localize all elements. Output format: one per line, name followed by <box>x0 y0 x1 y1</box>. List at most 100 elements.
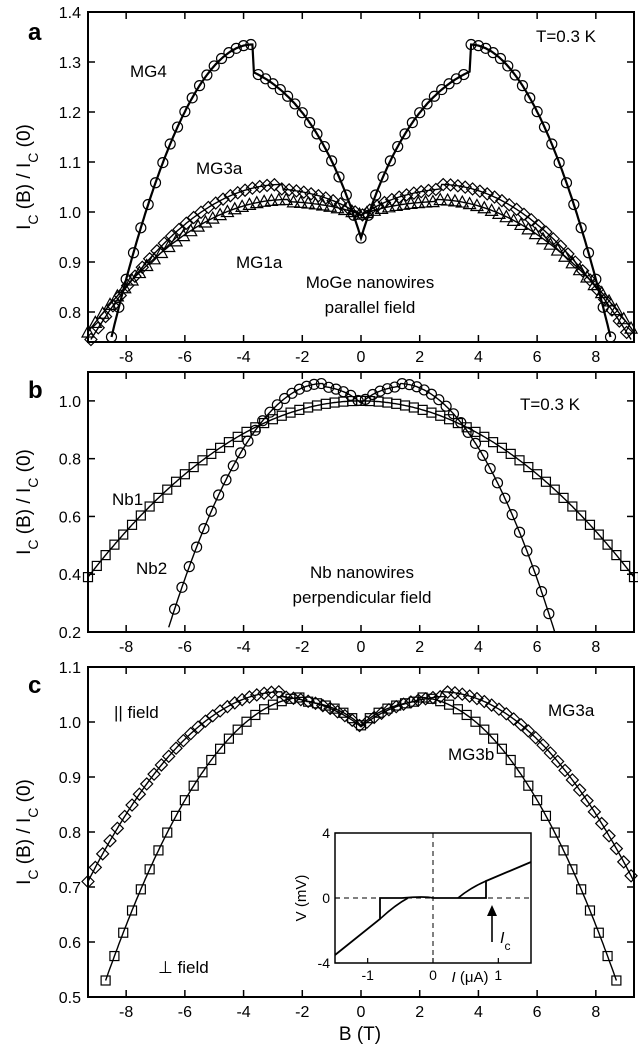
panel-b-xtick-label: 4 <box>474 639 483 656</box>
panel-c-point-mg3a <box>308 696 323 711</box>
panel-a-point-mg3a <box>406 186 421 200</box>
inset-ylabel: V (mV) <box>293 875 310 922</box>
panel-b-point-nb2 <box>264 406 276 418</box>
inset-xtick-label: -1 <box>361 967 374 983</box>
panel-a-point-mg4 <box>502 60 514 72</box>
panel-b-point-nb2 <box>220 474 232 486</box>
panel-c-point-mg3b <box>250 709 261 721</box>
panel-a-point-mg4 <box>193 80 206 92</box>
inset-iv-curve <box>334 861 532 956</box>
panel-a-point-mg4 <box>531 106 543 118</box>
inset-arrow-label: Ic <box>500 930 510 953</box>
panel-c-xtick-label: -4 <box>236 1004 250 1021</box>
panel-b-point-nb1 <box>567 501 578 512</box>
panel-b-point-nb2 <box>374 385 386 397</box>
panel-a-point-mg3a <box>245 181 260 196</box>
panel-a-point-mg1a <box>308 196 323 210</box>
panel-c-point-mg3a <box>264 685 279 700</box>
panel-c-point-mg3b <box>347 713 358 724</box>
panel-b-point-nb2 <box>308 378 320 390</box>
panel-a-point-mg4 <box>604 331 617 343</box>
panel-b-xtick-label: -2 <box>295 639 309 656</box>
panel-c-point-mg3b <box>514 767 525 778</box>
panel-a-ytick-label: 1.1 <box>59 155 81 172</box>
panel-b-xtick-label: 2 <box>415 639 424 656</box>
panel-a-point-mg3a <box>179 216 194 231</box>
panel-c-point-mg3a <box>609 841 624 856</box>
panel-c-point-mg3b <box>179 795 190 806</box>
panel-c-point-mg3b <box>593 927 604 938</box>
panel-a-point-mg1a <box>125 272 140 286</box>
panel-a-point-mg1a <box>286 194 301 208</box>
panel-a-point-mg1a <box>147 251 162 265</box>
panel-c-label-mg3a: MG3a <box>548 701 595 720</box>
panel-c-point-mg3a <box>594 816 609 831</box>
panel-b-point-nb2 <box>477 449 489 461</box>
panel-a-point-mg4 <box>304 117 316 129</box>
panel-a-point-mg3a <box>172 222 186 237</box>
panel-b-point-nb1 <box>223 437 235 448</box>
panel-a-point-mg4 <box>237 40 250 52</box>
inset-xlabel-unit: (μA) <box>456 969 489 986</box>
panel-a-point-mg1a <box>183 223 198 237</box>
panel-c-point-mg3a <box>558 763 572 778</box>
panel-b-point-nb2 <box>345 389 357 401</box>
panel-a-ytick-label: 1.2 <box>59 105 81 122</box>
inset-ytick-label: -4 <box>318 955 331 971</box>
panel-c-point-mg3a <box>587 804 602 819</box>
panel-c-ylabel-mid: (B) / I <box>14 818 35 870</box>
panel-c-point-mg3b <box>109 950 120 962</box>
panel-c-point-mg3b <box>452 704 463 715</box>
panel-b-point-nb2 <box>389 381 401 393</box>
panel-c-point-mg3b <box>144 864 155 875</box>
panel-b-point-nb1 <box>523 461 534 473</box>
inset-arrow-label-i: I <box>500 930 505 947</box>
panel-b-point-nb2 <box>257 415 269 427</box>
panel-c-ylabel: IC (B) / IC (0) <box>14 779 41 885</box>
panel-a-point-mg1a <box>477 200 492 214</box>
inset-ytick-label: 0 <box>322 890 330 906</box>
panel-b-point-nb2 <box>337 386 349 398</box>
panel-b-point-nb2 <box>249 424 261 436</box>
panel-a-point-mg1a <box>594 285 609 299</box>
panel-a-point-mg1a <box>139 258 154 272</box>
panel-a-xtick-label: 4 <box>474 349 483 366</box>
panel-c-ylabel-i: I <box>14 880 35 885</box>
panel-a-point-mg4 <box>406 117 418 129</box>
panel-c-ytick-label: 0.9 <box>59 770 81 787</box>
panel-b-point-nb1 <box>179 469 190 480</box>
panel-a-point-mg4 <box>179 106 191 118</box>
panel-c-point-mg3b <box>118 927 129 938</box>
panel-c-point-mg3a <box>455 687 470 702</box>
panel-a-point-mg3a <box>333 197 348 211</box>
inset-xticks: -1 0 1 <box>361 958 502 983</box>
panel-a-point-mg3a <box>502 197 517 212</box>
panel-c-ylabel-sub2: C <box>25 808 41 818</box>
panel-c-point-mg3b <box>611 975 622 986</box>
panel-c-ytick-label: 0.8 <box>59 825 81 842</box>
panel-c-point-mg3a <box>81 874 95 889</box>
panel-c-point-mg3a <box>602 828 616 843</box>
panel-b-point-nb2 <box>462 426 474 438</box>
panel-c-yticks: 0.5 0.6 0.7 0.8 0.9 1.0 1.1 <box>59 660 634 1007</box>
panel-b-xtick-label: 8 <box>591 639 600 656</box>
panel-a-point-mg3a <box>473 184 487 199</box>
panel-b-ytick-label: 0.2 <box>59 625 81 642</box>
panel-c-point-mg3b <box>338 707 349 718</box>
panel-c: c -8 -6 -4 -2 0 2 4 6 8 0.50.60.70.80.91.01.1 IC… <box>14 660 638 1045</box>
panel-c-xtick-label: -2 <box>295 1004 309 1021</box>
panel-a-point-mg1a <box>418 194 433 208</box>
panel-a-series <box>80 38 638 347</box>
panel-a-point-mg1a <box>506 213 521 226</box>
panel-c-point-mg3a <box>404 695 418 709</box>
panel-a-point-mg3a <box>106 298 120 313</box>
panel-b-point-nb1 <box>584 519 596 530</box>
panel-c-label-parallel: || field <box>114 703 159 722</box>
panel-a-xtick-label: -2 <box>295 349 309 366</box>
panel-c-point-mg3b <box>584 905 596 916</box>
panel-a-point-mg1a <box>88 315 103 329</box>
panel-c-point-mg3a <box>484 698 499 712</box>
panel-b-ytick-label: 1.0 <box>59 394 81 411</box>
panel-c-point-mg3a <box>499 706 514 721</box>
panel-a-point-mg3a <box>480 187 495 201</box>
